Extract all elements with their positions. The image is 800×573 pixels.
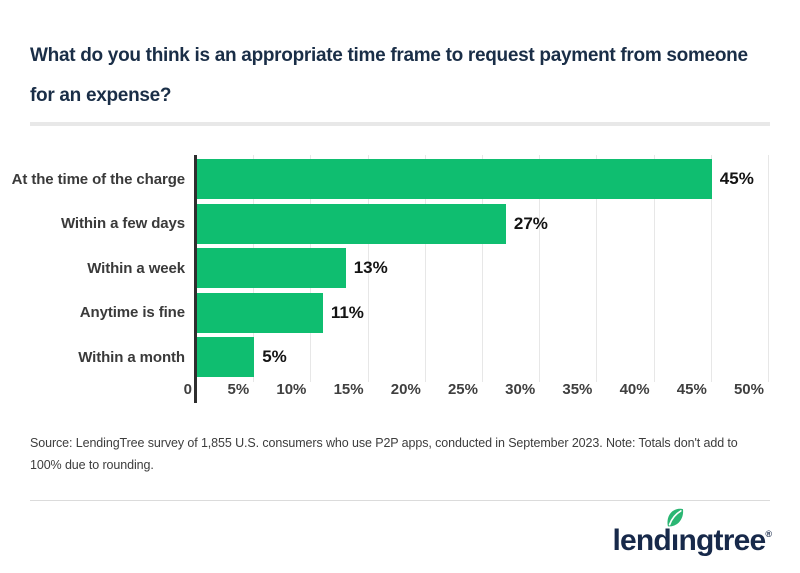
registered-mark: ® (765, 529, 772, 539)
bar (197, 203, 506, 244)
source-note: Source: LendingTree survey of 1,855 U.S.… (30, 436, 738, 472)
x-tick-label: 35% (562, 381, 593, 398)
x-tick-label: 15% (333, 381, 364, 398)
category-label: Within a week (87, 259, 185, 277)
bar-value-label: 13% (353, 258, 388, 277)
bar-value-label: 45% (719, 169, 754, 188)
leaf-icon (667, 508, 684, 527)
x-tick-label: 50% (733, 381, 764, 398)
logo-i-glyph: ı (670, 524, 679, 557)
x-tick-label: 25% (447, 381, 478, 398)
bar (197, 248, 346, 288)
x-tick-label: 30% (505, 381, 536, 398)
bar-value-label: 27% (513, 213, 548, 233)
footer-divider (30, 500, 770, 501)
x-tick-label: 40% (619, 381, 650, 398)
logo-part2: ngtree (678, 524, 766, 557)
logo-part1: lend (612, 524, 671, 557)
gridline-50 (768, 155, 769, 382)
x-tick-label: 10% (276, 381, 307, 398)
bar (197, 159, 712, 199)
bar-value-label: 5% (262, 347, 287, 366)
category-label: At the time of the charge (11, 170, 185, 188)
x-tick-label: 5% (227, 381, 250, 398)
gridline-20 (424, 155, 426, 382)
chart-title: What do you think is an appropriate time… (30, 45, 748, 106)
category-label: Within a month (78, 348, 185, 366)
bar-value-label: 11% (330, 302, 364, 322)
gridline-40 (653, 155, 655, 382)
gridline-30 (539, 155, 541, 382)
logo-dotless-i: ı (667, 508, 684, 558)
x-tick-label: 0 (183, 381, 192, 398)
title-divider (30, 122, 770, 126)
gridline-25 (482, 155, 483, 382)
bar (197, 292, 323, 333)
category-label: Within a few days (60, 215, 185, 232)
lendingtree-logo: lendı ngtree® (612, 508, 772, 560)
gridline-45 (710, 155, 712, 382)
x-tick-label: 20% (390, 381, 421, 398)
x-tick-label: 45% (676, 381, 707, 398)
bar (197, 337, 255, 377)
y-axis-line (194, 155, 197, 403)
category-label: Anytime is fine (79, 304, 185, 321)
logo-wordmark: lendı ngtree® (612, 508, 772, 558)
gridline-35 (596, 155, 598, 382)
gridline-15 (367, 155, 369, 382)
